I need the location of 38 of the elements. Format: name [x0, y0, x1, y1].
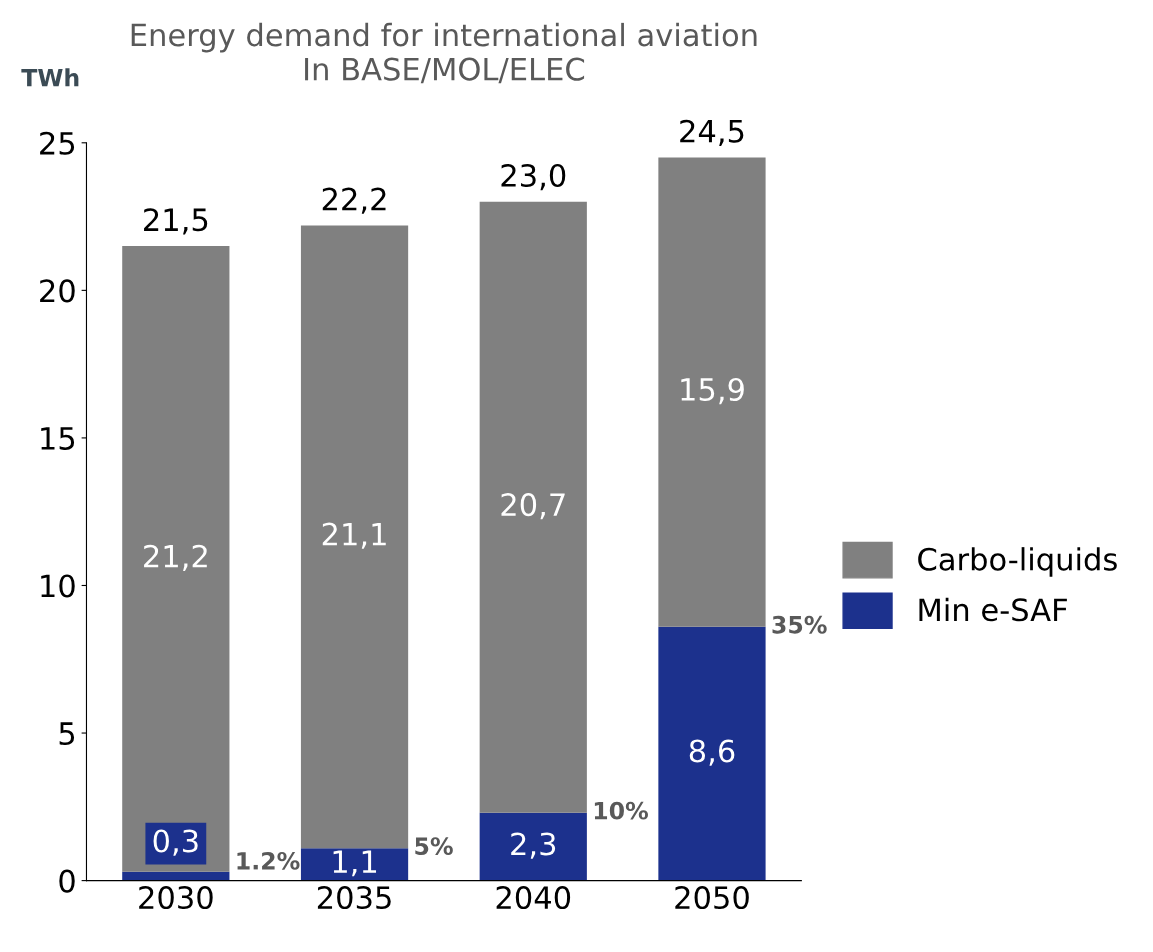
bar [658, 626, 766, 881]
total-label: 22,2 [322, 187, 386, 214]
y-tick-label: 0 [59, 869, 75, 893]
bar [122, 246, 230, 872]
total-label: 21,5 [144, 208, 208, 235]
data-label: 1,1 [333, 850, 377, 877]
x-tick-label: 2040 [496, 886, 571, 910]
bar [300, 225, 409, 849]
annotation: 35% [772, 615, 827, 634]
data-label: 15,9 [681, 377, 744, 405]
data-label: 21,1 [322, 522, 386, 549]
x-tick-label: 2050 [675, 886, 749, 910]
data-label: 0,3 [153, 829, 198, 856]
y-axis-title: TWh [21, 68, 79, 87]
y-tick-label: 25 [40, 131, 75, 155]
annotation: 10% [594, 801, 648, 820]
x-tick-label: 2035 [317, 886, 391, 910]
x-tick-label: 2030 [139, 886, 213, 910]
bar [479, 812, 587, 881]
data-label: 20,7 [501, 493, 565, 520]
y-tick-label: 5 [59, 722, 75, 746]
data-label: 21,2 [144, 544, 207, 571]
bar [122, 871, 230, 881]
data-label: 8,6 [689, 739, 735, 766]
y-tick-label: 10 [41, 574, 75, 598]
bar [300, 848, 409, 881]
bar [658, 157, 766, 627]
legend-label: Carbo-liquids [918, 547, 1117, 577]
annotation: 5% [415, 837, 453, 855]
legend-label: Min e-SAF [919, 597, 1067, 622]
data-label: 2,3 [511, 832, 556, 859]
y-tick-label: 15 [41, 427, 75, 450]
bar [479, 201, 587, 813]
total-label: 23,0 [501, 163, 566, 191]
chart-title: Energy demand for international aviation In BASE/MOL/ELEC [131, 22, 757, 84]
total-label: 24,5 [680, 119, 744, 146]
annotation: 1.2% [237, 851, 300, 870]
y-tick-label: 20 [40, 279, 75, 303]
